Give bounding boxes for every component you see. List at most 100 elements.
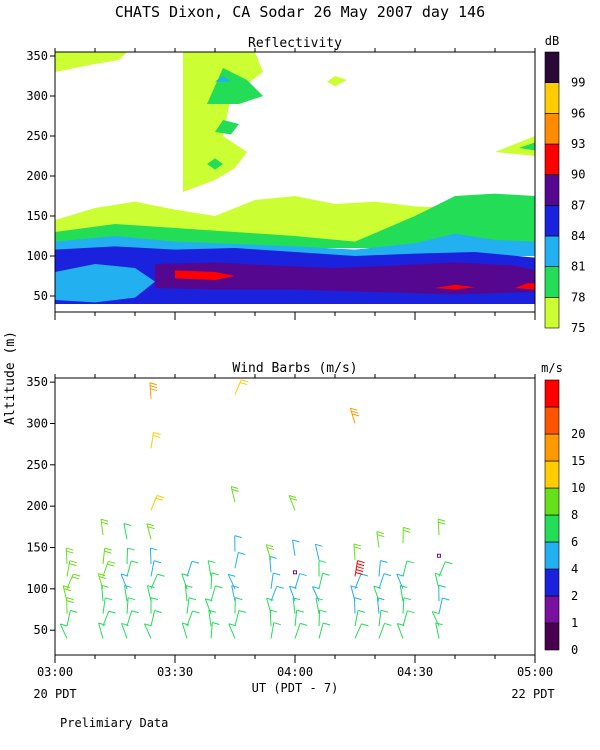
wind-barb-shaft bbox=[378, 573, 385, 590]
reflectivity-ytick-label-0: 50 bbox=[34, 289, 48, 303]
wind-barb-shaft bbox=[312, 586, 320, 602]
wind-barb-flag bbox=[238, 610, 247, 614]
wind-barb-shaft bbox=[150, 610, 156, 627]
wind-barb-shaft bbox=[435, 622, 440, 639]
wind-xtick-label-0: 03:00 bbox=[37, 665, 73, 679]
wind-barb-flag bbox=[276, 585, 284, 589]
wind-barb-flag bbox=[322, 572, 330, 576]
wind-barb-flag bbox=[270, 609, 278, 613]
wind-barb-shaft bbox=[234, 379, 242, 395]
wind-barb-flag bbox=[299, 573, 307, 577]
reflectivity-plume-5 bbox=[207, 158, 223, 170]
wind-barb-flag bbox=[66, 547, 74, 551]
reflectivity-ytick-label-5: 300 bbox=[26, 89, 48, 103]
wind-barb bbox=[66, 609, 78, 627]
reflectivity-colorbar-tick-1: 78 bbox=[571, 290, 585, 304]
wind-barb bbox=[62, 585, 71, 602]
wind-barb bbox=[354, 623, 369, 639]
wind-barb-flag bbox=[351, 410, 359, 414]
wind-barb-flag bbox=[353, 546, 362, 550]
wind-barb bbox=[66, 573, 81, 590]
wind-colorbar-tick-7: 15 bbox=[571, 454, 585, 468]
wind-barb bbox=[438, 561, 453, 577]
wind-barb bbox=[314, 543, 323, 561]
reflectivity-band-7 bbox=[435, 284, 475, 290]
wind-barb bbox=[66, 560, 77, 577]
wind-barb-flag bbox=[273, 622, 281, 626]
wind-barb bbox=[292, 539, 300, 556]
wind-ytick-label-2: 150 bbox=[26, 541, 48, 555]
wind-barb-flag bbox=[434, 572, 443, 576]
wind-barb-shaft bbox=[294, 623, 301, 639]
wind-barb bbox=[431, 611, 440, 627]
wind-barb bbox=[231, 585, 239, 602]
wind-barb bbox=[376, 597, 385, 614]
wind-barb-flag bbox=[323, 622, 331, 626]
wind-xtick-label-3: 04:30 bbox=[397, 665, 433, 679]
reflectivity-colorbar-tick-6: 93 bbox=[571, 137, 585, 151]
wind-barb-flag bbox=[353, 543, 362, 547]
wind-barb-flag bbox=[266, 547, 275, 551]
wind-barb-shaft bbox=[378, 560, 381, 577]
wind-ytick-label-5: 300 bbox=[26, 416, 48, 430]
wind-colorbar-tick-3: 4 bbox=[571, 562, 578, 576]
reflectivity-plume-6 bbox=[327, 76, 347, 87]
wind-barb-shaft bbox=[373, 585, 380, 602]
wind-barb-shaft bbox=[102, 548, 106, 565]
wind-barb-shaft bbox=[102, 597, 106, 614]
wind-barb-flag bbox=[185, 584, 193, 588]
wind-barb-shaft bbox=[354, 623, 362, 639]
wind-barb-shaft bbox=[150, 495, 158, 511]
wind-barb bbox=[437, 553, 441, 558]
wind-colorbar-swatch-3 bbox=[544, 541, 560, 570]
wind-barb-flag bbox=[231, 488, 239, 492]
wind-barb-flag bbox=[73, 573, 81, 577]
wind-barb bbox=[402, 526, 411, 544]
wind-barb-flag bbox=[269, 555, 277, 559]
wind-barb-flag bbox=[150, 547, 158, 551]
wind-barb-flag bbox=[101, 584, 109, 588]
wind-barb-flag bbox=[147, 585, 155, 589]
wind-barb-flag bbox=[357, 560, 365, 564]
wind-barb-shaft bbox=[269, 556, 272, 573]
wind-barb-shaft bbox=[184, 585, 188, 602]
reflectivity-colorbar-swatch-2 bbox=[544, 235, 560, 267]
wind-barb-flag bbox=[98, 576, 107, 579]
reflectivity-axes: 50 100 150 200 250 300 350 bbox=[26, 48, 536, 320]
wind-barb-flag bbox=[235, 597, 243, 601]
reflectivity-colorbar-swatch-6 bbox=[544, 113, 560, 145]
reflectivity-colorbar-swatch-7 bbox=[544, 82, 560, 114]
wind-barb-shaft bbox=[315, 597, 320, 614]
wind-barb-shaft bbox=[102, 610, 110, 627]
wind-barb-flag bbox=[435, 622, 443, 626]
wind-barb-flag bbox=[355, 572, 363, 575]
wind-barb-flag bbox=[318, 559, 327, 563]
wind-barb-flag bbox=[377, 597, 385, 601]
wind-barb-flag bbox=[438, 584, 446, 588]
wind-barb-shaft bbox=[294, 610, 298, 627]
wind-barb-flag bbox=[231, 585, 239, 589]
wind-barb-shaft bbox=[270, 572, 274, 589]
wind-barb-flag bbox=[396, 573, 404, 577]
wind-barb-flag bbox=[123, 523, 132, 527]
wind-barb bbox=[438, 597, 450, 614]
wind-barb-flag bbox=[384, 622, 392, 626]
wind-barb-flag bbox=[131, 610, 139, 614]
wind-barb bbox=[65, 547, 74, 565]
wind-barb-shaft bbox=[376, 531, 380, 548]
wind-barb bbox=[210, 622, 220, 639]
reflectivity-colorbar-tick-4: 87 bbox=[571, 198, 585, 212]
reflectivity-contours bbox=[55, 52, 535, 304]
wind-colorbar-swatch-5 bbox=[544, 487, 560, 516]
reflectivity-colorbar-tick-0: 75 bbox=[571, 321, 585, 335]
wind-barb-shaft bbox=[438, 597, 443, 614]
wind-barb-shaft bbox=[270, 622, 275, 639]
wind-barb-shaft bbox=[126, 548, 129, 565]
wind-title: Wind Barbs (m/s) bbox=[232, 361, 357, 376]
wind-barb-flag bbox=[288, 494, 297, 498]
wind-barb-flag bbox=[273, 572, 281, 576]
wind-barb-flag bbox=[377, 534, 385, 538]
wind-barb-shaft bbox=[354, 573, 362, 590]
wind-colorbar-swatch-7 bbox=[544, 433, 560, 462]
